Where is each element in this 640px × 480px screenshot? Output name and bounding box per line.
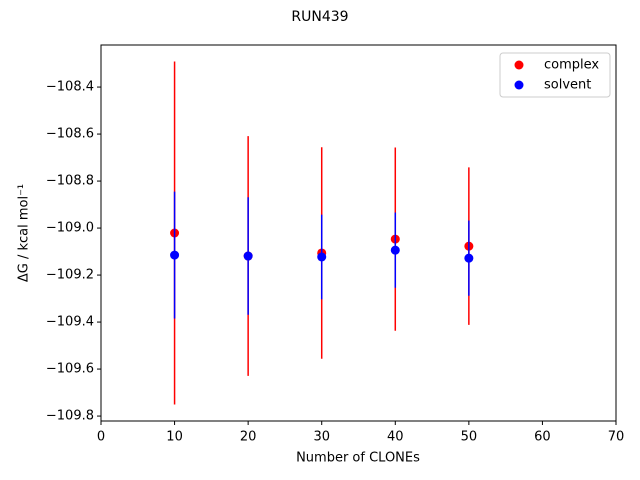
plot-frame	[100, 44, 617, 422]
x-tick-label: 10	[166, 430, 183, 445]
legend-label: solvent	[544, 78, 591, 93]
y-tick-label: −109.8	[46, 409, 94, 424]
point	[317, 252, 327, 262]
y-tick-label: −109.4	[46, 315, 94, 330]
x-tick-label: 50	[461, 430, 478, 445]
point	[464, 253, 474, 263]
x-tick-label: 70	[608, 430, 625, 445]
y-tick-label: −109.6	[46, 362, 94, 377]
y-tick-label: −108.6	[46, 127, 94, 142]
y-tick-label: −109.2	[46, 268, 94, 283]
legend-marker	[514, 60, 524, 70]
legend-label: complex	[544, 58, 599, 73]
y-axis-label: ΔG / kcal mol⁻¹	[17, 184, 32, 282]
y-tick-label: −108.4	[46, 80, 94, 95]
x-tick-label: 30	[313, 430, 330, 445]
legend-box	[499, 52, 611, 98]
chart-title: RUN439	[291, 9, 348, 25]
point	[390, 245, 400, 255]
y-tick-label: −108.8	[46, 174, 94, 189]
x-tick-label: 20	[240, 430, 257, 445]
x-axis-label: Number of CLONEs	[296, 451, 420, 466]
x-tick-label: 0	[97, 430, 105, 445]
x-tick-label: 60	[534, 430, 551, 445]
x-tick-label: 40	[387, 430, 404, 445]
point	[170, 250, 180, 260]
point	[243, 251, 253, 261]
legend-marker	[514, 80, 524, 90]
y-tick-label: −109.0	[46, 221, 94, 236]
